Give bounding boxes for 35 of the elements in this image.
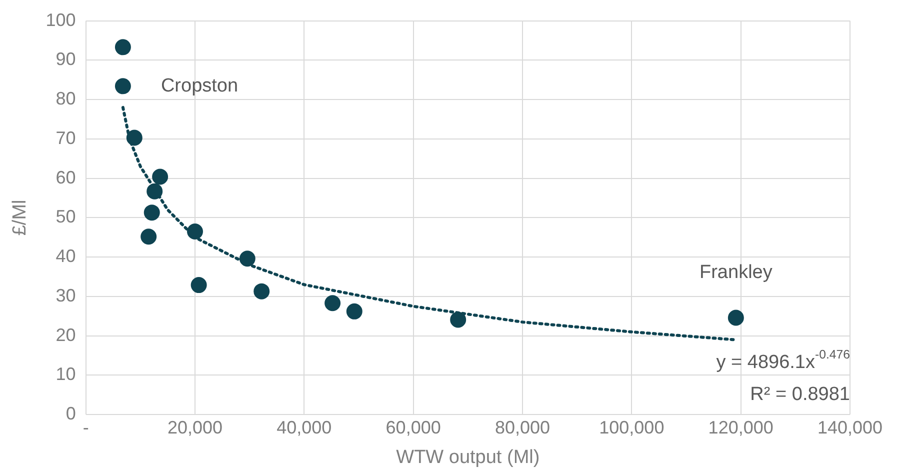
point	[346, 303, 362, 320]
x-tick-label: 80,000	[494, 417, 550, 438]
point	[140, 228, 157, 245]
point	[190, 277, 207, 294]
y-tick-label: 30	[56, 285, 76, 306]
x-tick-label: 60,000	[386, 417, 441, 438]
point	[324, 295, 341, 312]
annotation: Frankley	[699, 262, 773, 283]
y-tick-label: 60	[56, 167, 76, 188]
annotation: R² = 0.8981	[750, 384, 850, 405]
point	[144, 204, 160, 221]
point	[114, 39, 131, 56]
y-tick-label: 70	[56, 128, 76, 148]
point	[152, 168, 168, 185]
y-axis-title: £/Ml	[10, 200, 31, 236]
point	[728, 310, 744, 326]
annotation: Cropston	[160, 75, 238, 96]
y-tick-label: 40	[56, 246, 76, 266]
x-tick-label: -	[82, 417, 89, 438]
point	[450, 312, 466, 328]
y-tick-label: 0	[66, 404, 76, 424]
x-tick-label: 40,000	[276, 417, 332, 438]
x-tick-label: 20,000	[167, 417, 223, 438]
x-tick-label: 140,000	[817, 417, 883, 438]
point	[254, 283, 270, 300]
point	[114, 78, 131, 94]
x-tick-label: 100,000	[599, 417, 664, 438]
y-tick-label: 80	[56, 88, 76, 109]
y-tick-label: 10	[56, 364, 76, 384]
y-tick-label: 90	[56, 49, 76, 70]
y-tick-label: 50	[56, 206, 76, 227]
y-tick-label: 100	[46, 10, 76, 30]
y-tick-label: 20	[56, 324, 76, 345]
x-tick-label: 120,000	[708, 417, 774, 438]
x-axis-title: WTW output (Ml)	[396, 446, 540, 468]
